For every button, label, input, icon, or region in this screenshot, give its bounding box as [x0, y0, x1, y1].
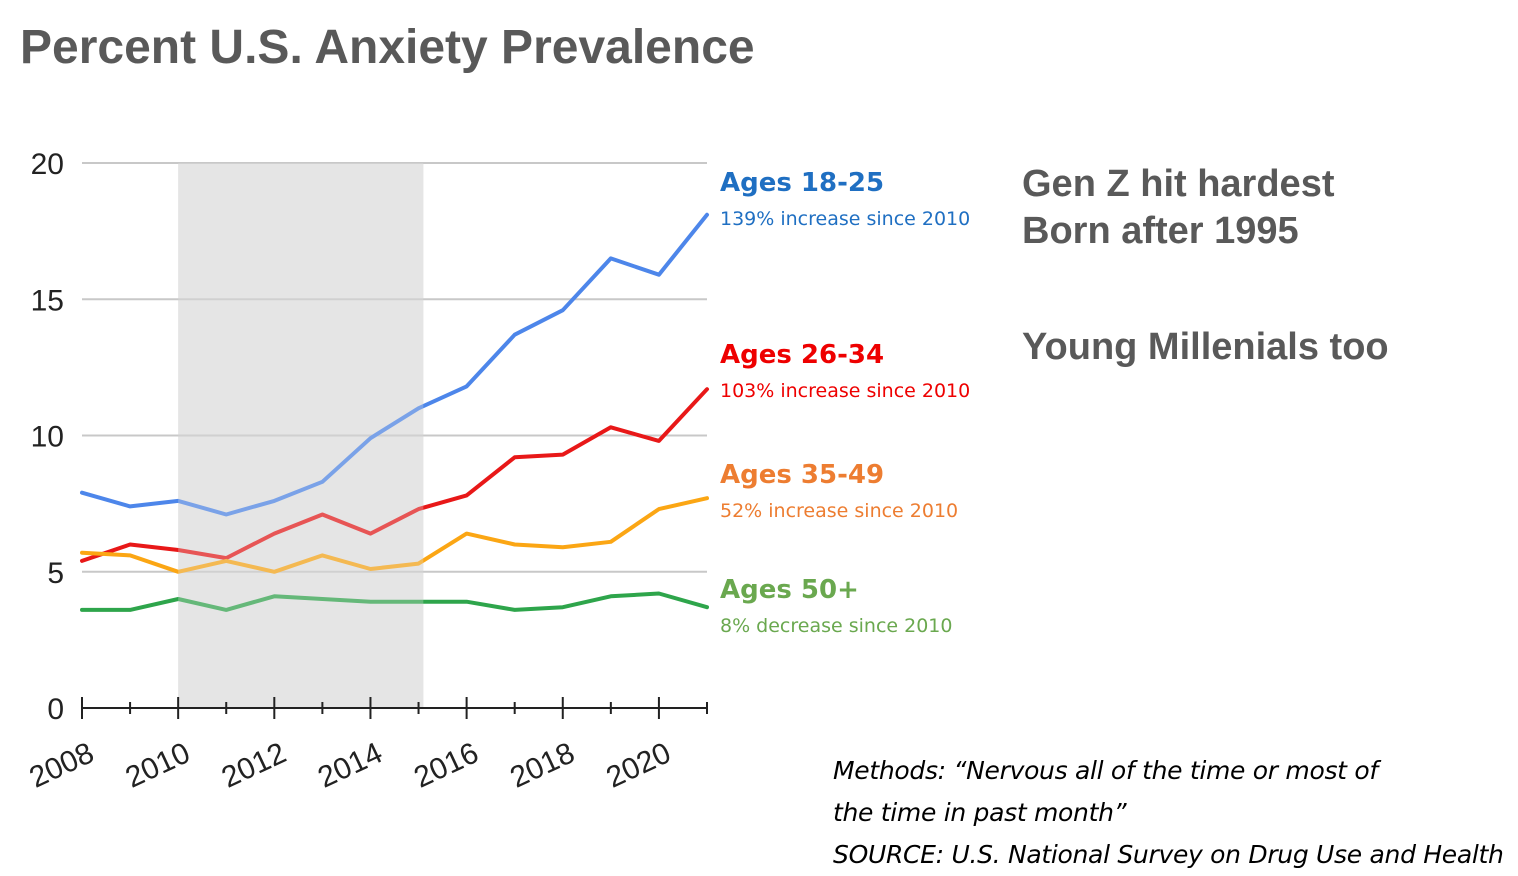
y-tick-label: 20 — [31, 148, 64, 181]
x-tick-label: 2008 — [25, 736, 99, 794]
series-name: Ages 18-25 — [720, 168, 885, 198]
series-label-ages-50-plus: Ages 50+ 8% decrease since 2010 — [720, 575, 952, 637]
y-tick-label: 0 — [47, 693, 64, 726]
series-line-1 — [80, 387, 709, 563]
methods-note: Methods: “Nervous all of the time or mos… — [833, 750, 1504, 876]
series-note: 139% increase since 2010 — [720, 208, 971, 230]
x-tick-label: 2018 — [505, 736, 579, 794]
page-title: Percent U.S. Anxiety Prevalence — [20, 21, 755, 74]
x-tick-label: 2020 — [601, 736, 675, 794]
y-tick-label: 15 — [31, 284, 64, 317]
callout-born-after: Born after 1995 — [1022, 210, 1299, 252]
series-name: Ages 26-34 — [720, 340, 885, 370]
series-line-2 — [80, 496, 709, 574]
x-tick-label: 2014 — [313, 736, 387, 794]
series-label-ages-35-49: Ages 35-49 52% increase since 2010 — [720, 460, 958, 522]
series-line-0 — [80, 212, 709, 517]
series-note: 52% increase since 2010 — [720, 500, 959, 522]
series-line-3 — [80, 591, 709, 612]
series-name: Ages 50+ — [720, 575, 859, 605]
methods-line: the time in past month” — [833, 798, 1127, 827]
series-note: 8% decrease since 2010 — [720, 615, 953, 637]
series-label-ages-18-25: Ages 18-25 139% increase since 2010 — [720, 168, 970, 230]
methods-line: Methods: “Nervous all of the time or mos… — [833, 756, 1378, 785]
x-tick-label: 2012 — [217, 736, 291, 794]
x-tick-label: 2010 — [121, 736, 195, 794]
series-label-ages-26-34: Ages 26-34 103% increase since 2010 — [720, 340, 970, 402]
source-line: SOURCE: U.S. National Survey on Drug Use… — [833, 840, 1504, 869]
y-tick-label: 10 — [31, 421, 64, 454]
callout-millenials: Young Millenials too — [1022, 326, 1389, 368]
shaded-overlay — [178, 163, 424, 708]
callout-gen-z: Gen Z hit hardest — [1022, 163, 1335, 205]
series-name: Ages 35-49 — [720, 460, 885, 490]
x-tick-label: 2016 — [409, 736, 483, 794]
y-tick-label: 5 — [47, 557, 64, 590]
series-note: 103% increase since 2010 — [720, 380, 971, 402]
